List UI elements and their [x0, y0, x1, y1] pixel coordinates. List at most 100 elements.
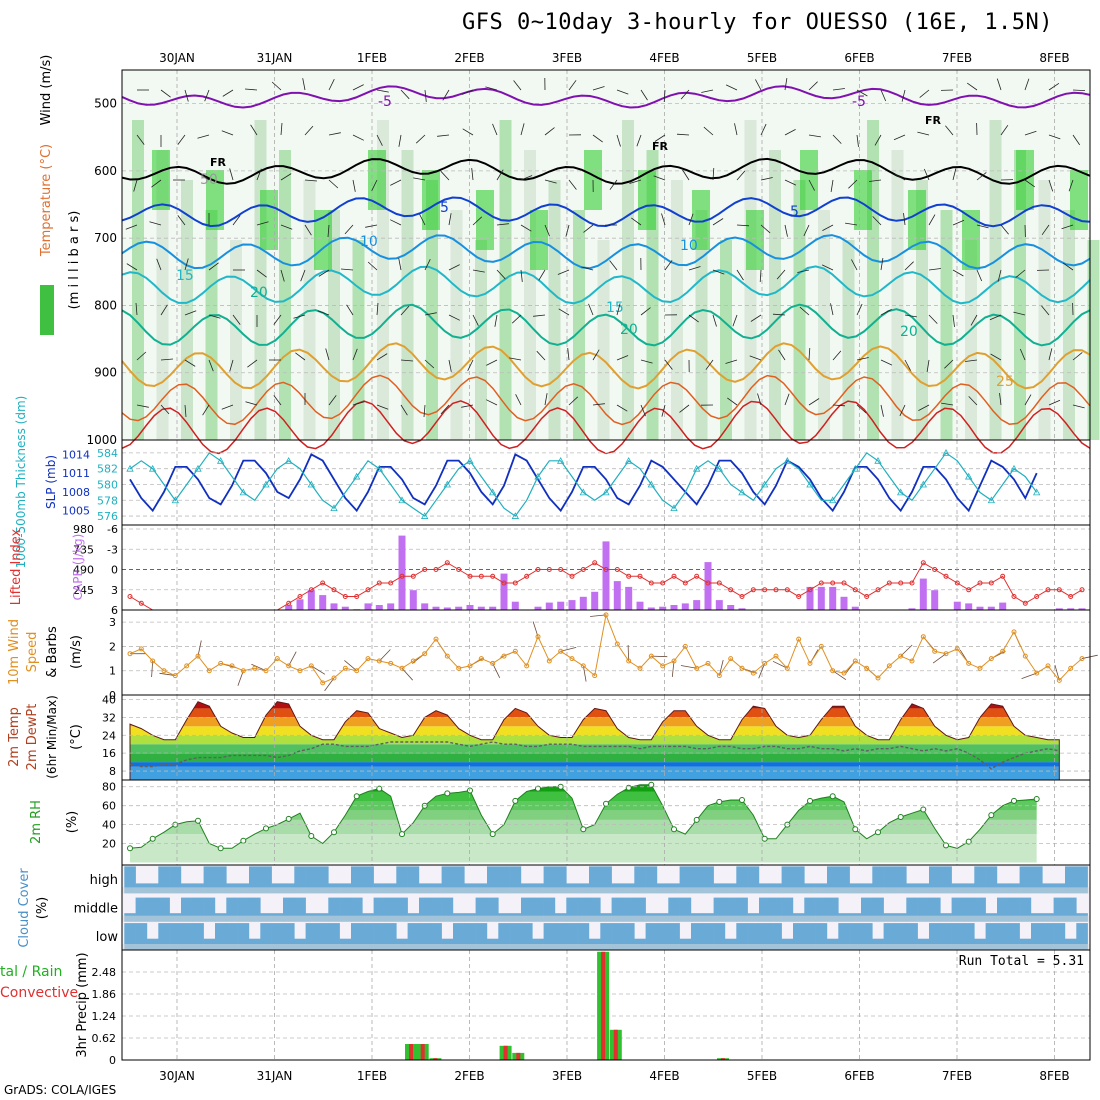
rh-high-shading: [746, 210, 764, 270]
li-point: [1011, 594, 1017, 599]
cloud-cell: [373, 897, 386, 922]
isotherm-line: [121, 400, 1091, 455]
wind-barb: [880, 359, 893, 366]
li-point: [626, 573, 632, 579]
wind-barb: [926, 359, 930, 372]
wind-speed-point: [184, 663, 190, 669]
wind-barb: [688, 266, 701, 271]
cloud-cell: [895, 923, 907, 950]
wind-barb: [340, 268, 354, 271]
temp-tick-label: 32: [102, 711, 116, 724]
wind-barb: [869, 179, 882, 182]
cloud-cell: [339, 897, 352, 922]
isotherm-line: [121, 234, 1091, 270]
date-label-top: 3FEB: [552, 51, 582, 65]
wind-barb: [346, 304, 354, 316]
thickness-point: [1010, 464, 1018, 472]
wind-speed-point: [773, 653, 779, 659]
wind-barb: [832, 88, 845, 91]
wind-barb: [567, 348, 570, 361]
cape-bar: [636, 601, 644, 610]
li-tick-label: -6: [107, 523, 118, 536]
cloud-cell: [271, 923, 284, 950]
wind-barb: [461, 89, 474, 95]
date-label-top: 4FEB: [649, 51, 679, 65]
cloud-cell: [827, 866, 839, 894]
wind-barb: [1048, 348, 1053, 361]
li-point: [762, 587, 768, 593]
thickness-tick-label: 582: [97, 463, 118, 476]
cloud-cell: [589, 897, 601, 922]
wind-barb: [919, 89, 930, 98]
wind-barb: [245, 401, 258, 406]
wind-speed-point: [252, 665, 258, 671]
cape-bar: [579, 596, 587, 610]
isotherm-line: [121, 303, 1091, 347]
wind-barb: [390, 219, 402, 226]
contour-label: 5: [440, 200, 449, 216]
wind-barb: [400, 359, 414, 362]
li-point: [603, 567, 609, 572]
cloud-cell: [215, 866, 227, 894]
cloud-cell: [702, 923, 714, 950]
rh-point: [965, 838, 972, 845]
temp-band: [130, 726, 1060, 736]
cloud-cell: [951, 897, 964, 922]
wind-barb-10m: [159, 672, 176, 676]
thickness-tick-label: 576: [97, 510, 118, 523]
cape-tick-label: 490: [73, 564, 94, 577]
wind-barb: [663, 89, 666, 103]
thickness-point: [420, 512, 429, 519]
wind-barb: [682, 169, 690, 181]
wind-barb: [784, 129, 796, 136]
wind-barb: [749, 355, 762, 361]
cloud-cell: [407, 866, 420, 894]
li-tick-label: 0: [111, 564, 118, 577]
wind-barb: [544, 127, 555, 136]
wind-barb: [616, 89, 629, 95]
wind-barb: [1000, 224, 1009, 235]
cloud-cell: [895, 866, 907, 894]
cape-bar: [908, 608, 916, 610]
wind-barb: [256, 221, 269, 226]
wind-speed-point: [841, 670, 847, 676]
rh-point: [625, 784, 632, 791]
wind-barb: [966, 82, 978, 91]
wind-speed-point: [830, 668, 836, 674]
cloud-cell: [475, 897, 488, 922]
rh-high-shading: [314, 210, 332, 270]
li-line: [129, 562, 1083, 611]
cloud-cell: [158, 923, 170, 950]
wind-barb: [952, 168, 957, 181]
li-point: [614, 567, 620, 572]
cloud-cell: [453, 923, 465, 950]
wind-barb: [945, 125, 954, 136]
cape-bar: [421, 603, 429, 610]
wind-barb: [736, 269, 744, 281]
cloud-cell: [917, 897, 930, 922]
wind-speed-point: [342, 665, 348, 671]
li-point: [535, 567, 541, 572]
wind-barb: [653, 175, 666, 181]
isotherm-line: [121, 342, 1091, 390]
wind-speed-point: [716, 673, 722, 679]
thickness-point: [284, 456, 293, 464]
cloud-grey-band: [122, 887, 1090, 894]
cloud-cell: [430, 897, 442, 922]
cloud-cell: [396, 897, 408, 922]
rh-point: [444, 790, 451, 797]
li-point: [512, 580, 518, 586]
rh-point: [1033, 796, 1040, 802]
cloud-cell: [838, 923, 850, 950]
wind-barb: [280, 173, 292, 181]
wind-barb: [184, 89, 189, 102]
rh-shading: [842, 240, 855, 440]
cape-bar: [398, 535, 406, 610]
cloud-cell: [985, 923, 998, 950]
date-label-bottom: 8FEB: [1039, 1069, 1069, 1083]
precip-tick-label: 0: [109, 1054, 116, 1067]
wind-barb: [799, 306, 810, 316]
cloud-cell: [543, 866, 556, 894]
wind-speed-point: [263, 668, 269, 674]
